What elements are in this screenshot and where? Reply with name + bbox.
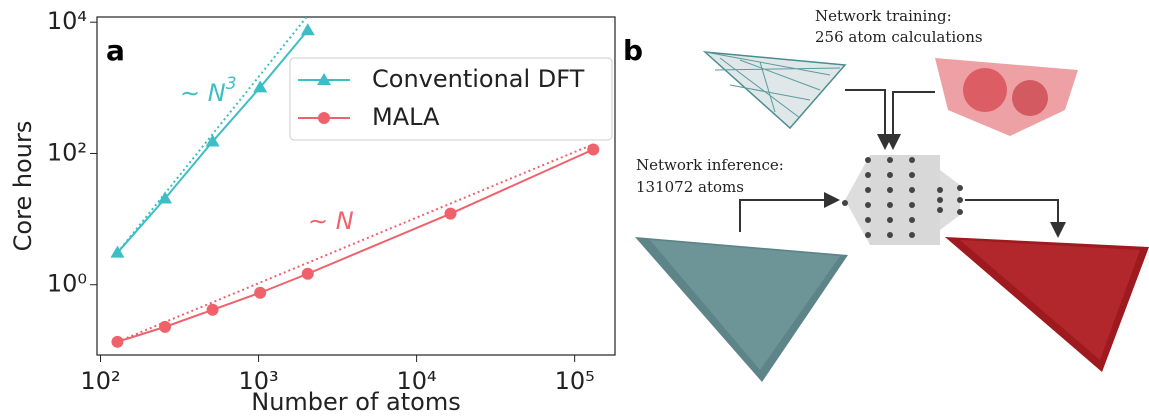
inference-text: 131072 atoms <box>636 178 744 196</box>
training-density <box>935 58 1078 136</box>
annotation-exponent: 3 <box>226 74 237 94</box>
panel-label: a <box>106 34 125 67</box>
x-tick-label: 10⁴ <box>397 367 437 395</box>
annotation-text: ∼ N <box>180 79 226 107</box>
reference-line <box>117 144 593 342</box>
y-tick-label: 10² <box>47 138 87 166</box>
marker <box>302 268 314 280</box>
training-text: 256 atom calculations <box>815 28 983 46</box>
annotation: ∼ N <box>308 207 354 235</box>
marker <box>254 287 266 299</box>
y-tick-label: 10⁰ <box>47 270 87 298</box>
inference-structure <box>635 237 848 382</box>
neural-network <box>842 155 963 245</box>
x-tick-label: 10³ <box>238 367 278 395</box>
training-text: Network training: <box>815 7 952 25</box>
y-axis-title: Core hours <box>9 121 37 252</box>
x-tick-label: 10⁵ <box>555 367 595 395</box>
inference-density <box>945 237 1149 372</box>
panel-label: b <box>623 34 643 67</box>
legend-label: MALA <box>372 103 440 131</box>
marker <box>587 143 599 155</box>
marker <box>159 321 171 333</box>
marker <box>301 23 315 35</box>
legend: Conventional DFT MALA <box>290 58 612 140</box>
marker <box>444 208 456 220</box>
x-tick-label: 10² <box>80 367 120 395</box>
inference-text: Network inference: <box>636 156 784 174</box>
legend-label: Conventional DFT <box>372 65 585 93</box>
training-structure <box>705 52 845 128</box>
reference-line <box>117 16 307 253</box>
plot: 10² 10³ 10⁴ 10⁵ 10⁰ 10² 10⁴ Conventional DFT MAL… <box>47 7 615 395</box>
marker <box>111 336 123 348</box>
marker <box>318 112 330 124</box>
y-tick-label: 10⁴ <box>47 7 87 35</box>
figure: a Number of atoms Core hours ∼ N3 ∼ N 10… <box>0 0 1149 416</box>
marker <box>207 304 219 316</box>
annotation: ∼ N3 <box>180 74 237 107</box>
